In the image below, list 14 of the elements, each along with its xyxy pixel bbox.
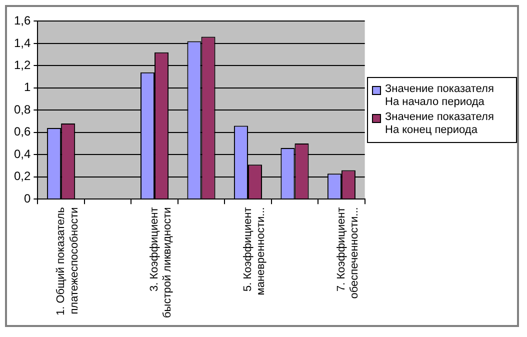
x-tick-label: 1. Общий показатель платежеспособности: [55, 206, 80, 316]
x-tick-label: 7. Коэффициент обеспеченности...: [335, 207, 361, 299]
y-tick-label: 1: [24, 80, 31, 94]
y-tick-label: 0,2: [14, 169, 31, 184]
y-tick-label: 1,6: [14, 14, 31, 28]
y-tick-label: 0: [24, 191, 31, 206]
y-tick-label: 0,4: [14, 146, 31, 161]
y-tick-label: 1,2: [14, 58, 31, 72]
x-tick-label: 5. Коэффициент маневренности...: [242, 207, 268, 296]
y-tick-label: 1,4: [14, 36, 31, 50]
y-tick-label: 0,8: [14, 102, 31, 116]
y-tick-label: 0,6: [14, 124, 31, 139]
legend-label: Значение показателя На начало периода: [385, 83, 494, 109]
legend-label: Значение показателя На конец периода: [385, 111, 494, 137]
